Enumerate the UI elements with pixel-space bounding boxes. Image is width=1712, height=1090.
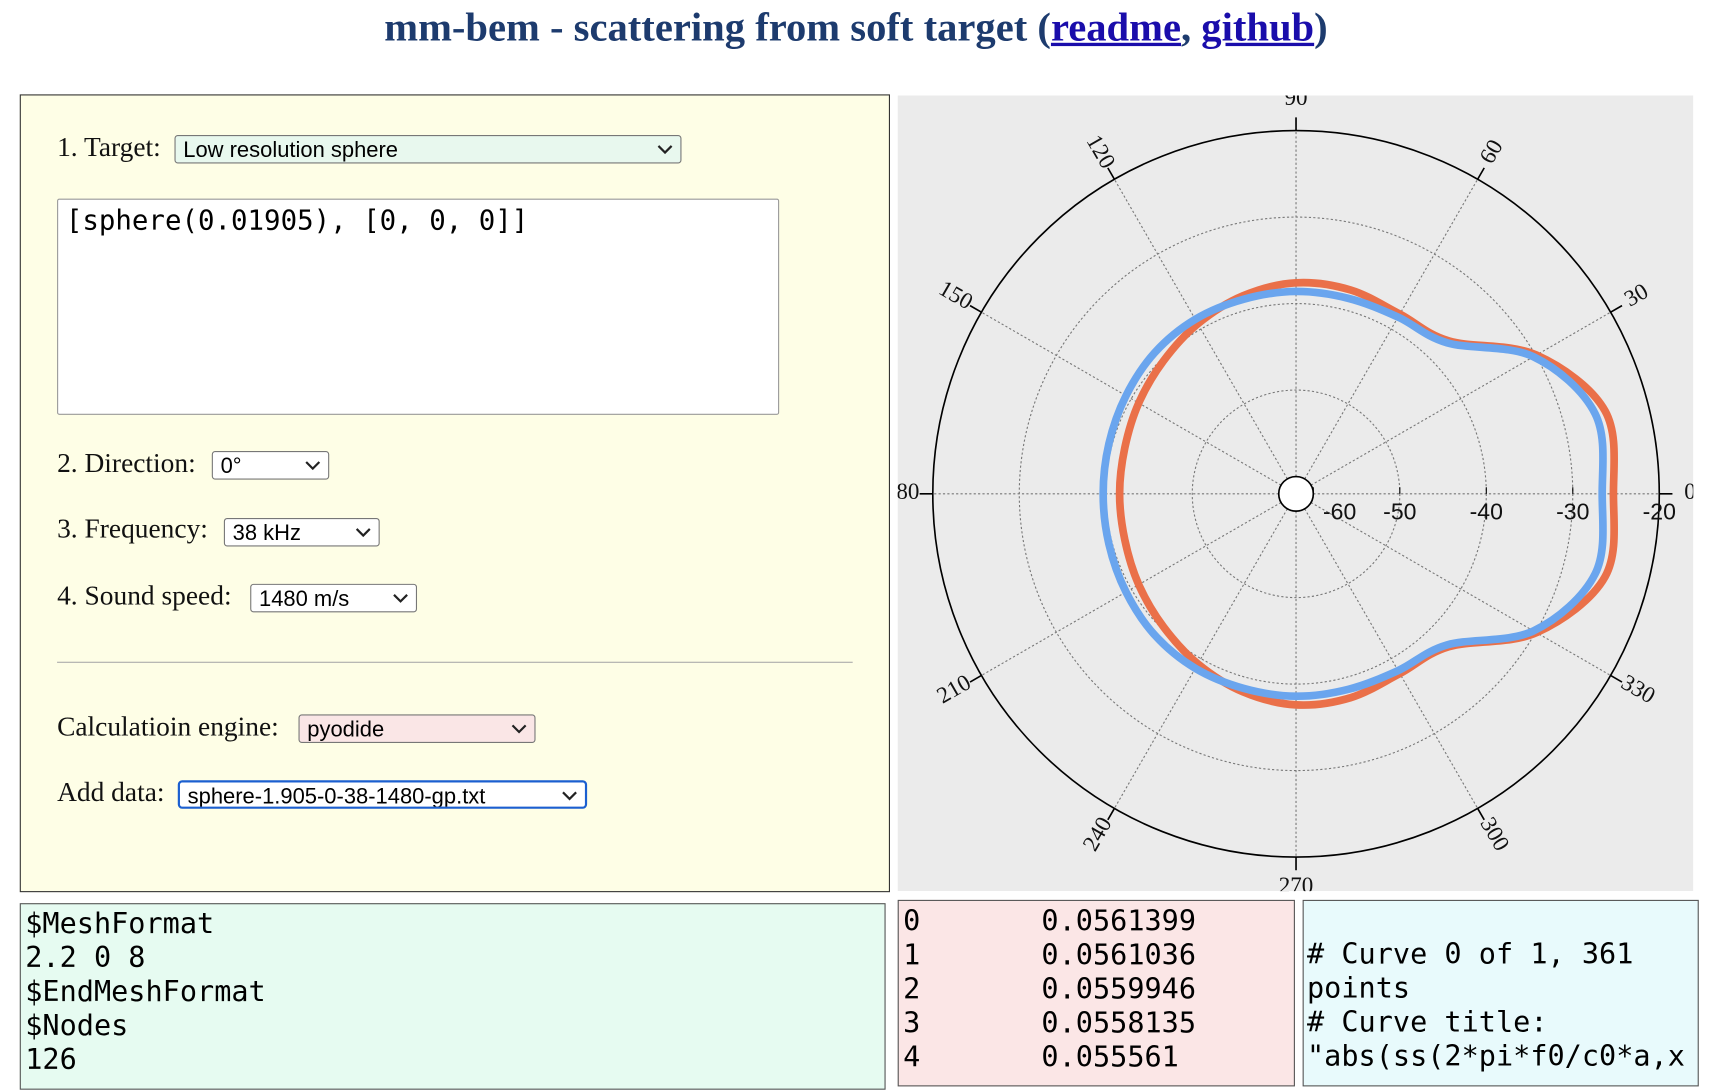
row-value: 0.055561 bbox=[1041, 1041, 1179, 1075]
theta-tick bbox=[1476, 807, 1485, 821]
target-value: Low resolution sphere bbox=[183, 138, 399, 163]
target-select[interactable]: Low resolution sphere bbox=[174, 134, 682, 164]
add-data-value: sphere-1.905-0-38-1480-gp.txt bbox=[187, 784, 486, 809]
row-value: 0.0561399 bbox=[1041, 905, 1197, 939]
direction-select[interactable]: 0° bbox=[211, 451, 330, 480]
direction-value: 0° bbox=[220, 454, 242, 479]
row-index: 3 bbox=[903, 1007, 921, 1041]
comma: , bbox=[1180, 5, 1192, 51]
theta-tick-label: 0 bbox=[1684, 478, 1693, 504]
theta-tick bbox=[1610, 304, 1623, 313]
grid-spoke bbox=[1304, 508, 1479, 809]
theta-tick bbox=[1476, 167, 1485, 180]
grid-spoke bbox=[981, 502, 1282, 676]
r-tick-label: -40 bbox=[1470, 499, 1503, 525]
mesh-line: $EndMeshFormat bbox=[25, 975, 266, 1009]
r-tick-label: -50 bbox=[1383, 499, 1416, 525]
mesh-line: $MeshFormat bbox=[25, 907, 215, 941]
theta-tick bbox=[969, 304, 982, 313]
row-index: 0 bbox=[903, 905, 921, 939]
chevron bbox=[511, 724, 527, 734]
header: mm-bem - scattering from soft target (re… bbox=[0, 4, 1712, 51]
data-panel: 0 0.0561399 1 0.0561036 2 0.0559946 3 0.0558135… bbox=[897, 899, 1295, 1087]
frequency-select[interactable]: 38 kHz bbox=[223, 517, 380, 547]
sound-speed-value: 1480 m/s bbox=[258, 587, 350, 612]
target-label: 1. Target: bbox=[57, 132, 161, 163]
chevron bbox=[562, 791, 577, 801]
theta-tick bbox=[1107, 167, 1116, 180]
polar-chart: 0306090120150180210240270300330-60-50-40… bbox=[897, 95, 1694, 892]
geometry-textarea[interactable]: [sphere(0.01905), [0, 0, 0]] bbox=[57, 198, 780, 415]
engine-label: Calculatioin engine: bbox=[57, 712, 279, 742]
grid-spoke bbox=[1113, 508, 1288, 809]
chevron bbox=[305, 461, 321, 471]
row-index: 4 bbox=[903, 1041, 921, 1075]
row-value: 0.0559946 bbox=[1041, 973, 1197, 1007]
title: mm-bem - scattering from soft target bbox=[384, 5, 1028, 51]
engine-select[interactable]: pyodide bbox=[298, 714, 536, 743]
row-value: 0.0561036 bbox=[1041, 939, 1197, 973]
grid-spoke bbox=[1304, 178, 1479, 480]
theta-tick-label: 270 bbox=[1279, 872, 1314, 891]
row-index: 2 bbox=[903, 973, 921, 1007]
paren: ) bbox=[1314, 5, 1328, 51]
r-tick-label: -30 bbox=[1556, 499, 1589, 525]
grid-spoke bbox=[1113, 178, 1288, 480]
mesh-line: $Nodes bbox=[25, 1009, 129, 1043]
divider bbox=[57, 661, 853, 663]
frequency-value: 38 kHz bbox=[232, 521, 301, 546]
frequency-label: 3. Frequency: bbox=[57, 514, 208, 545]
grid-spoke bbox=[1310, 502, 1611, 676]
row-value: 0.0558135 bbox=[1041, 1007, 1197, 1041]
chevron bbox=[393, 594, 408, 603]
chevron bbox=[355, 528, 371, 538]
sound-speed-select[interactable]: 1480 m/s bbox=[250, 583, 418, 613]
theta-tick-label: 90 bbox=[1285, 95, 1308, 110]
gp-line: # Curve 0 of 1, 361 points bbox=[1307, 938, 1651, 1006]
theta-tick-label: 180 bbox=[898, 478, 920, 504]
readme-link[interactable]: readme bbox=[1050, 5, 1181, 51]
theta-tick bbox=[1107, 807, 1116, 821]
theta-tick bbox=[1610, 674, 1623, 683]
grid-spoke bbox=[1310, 311, 1611, 486]
add-data-select[interactable]: sphere-1.905-0-38-1480-gp.txt bbox=[177, 780, 588, 809]
mesh-line: 126 bbox=[25, 1043, 77, 1077]
paren: ( bbox=[1037, 5, 1051, 51]
curve bbox=[1099, 287, 1607, 701]
theta-tick bbox=[969, 674, 982, 683]
mesh-panel: $MeshFormat 2.2 0 8 $EndMeshFormat $Nodes 12… bbox=[19, 903, 886, 1090]
sound-speed-label: 4. Sound speed: bbox=[57, 581, 232, 612]
grid-spoke bbox=[981, 311, 1282, 486]
r-tick-label: -60 bbox=[1323, 499, 1356, 525]
row-index: 1 bbox=[903, 939, 921, 973]
gp-panel: # Curve 0 of 1, 361 points # Curve title:… bbox=[1302, 899, 1699, 1087]
github-link[interactable]: github bbox=[1201, 5, 1315, 51]
engine-value: pyodide bbox=[307, 717, 385, 742]
center-hole bbox=[1277, 475, 1315, 512]
r-tick-label: -20 bbox=[1643, 499, 1676, 525]
gp-line: # Curve title: "abs(ss(2*pi*f0/c0*a,x bbox=[1307, 1006, 1685, 1074]
mesh-line: 2.2 0 8 bbox=[25, 941, 146, 975]
chevron bbox=[657, 145, 673, 155]
add-data-label: Add data: bbox=[57, 778, 165, 808]
control-panel: 1. Target: Low resolution sphere [sphere… bbox=[19, 94, 890, 893]
direction-label: 2. Direction: bbox=[57, 448, 196, 479]
